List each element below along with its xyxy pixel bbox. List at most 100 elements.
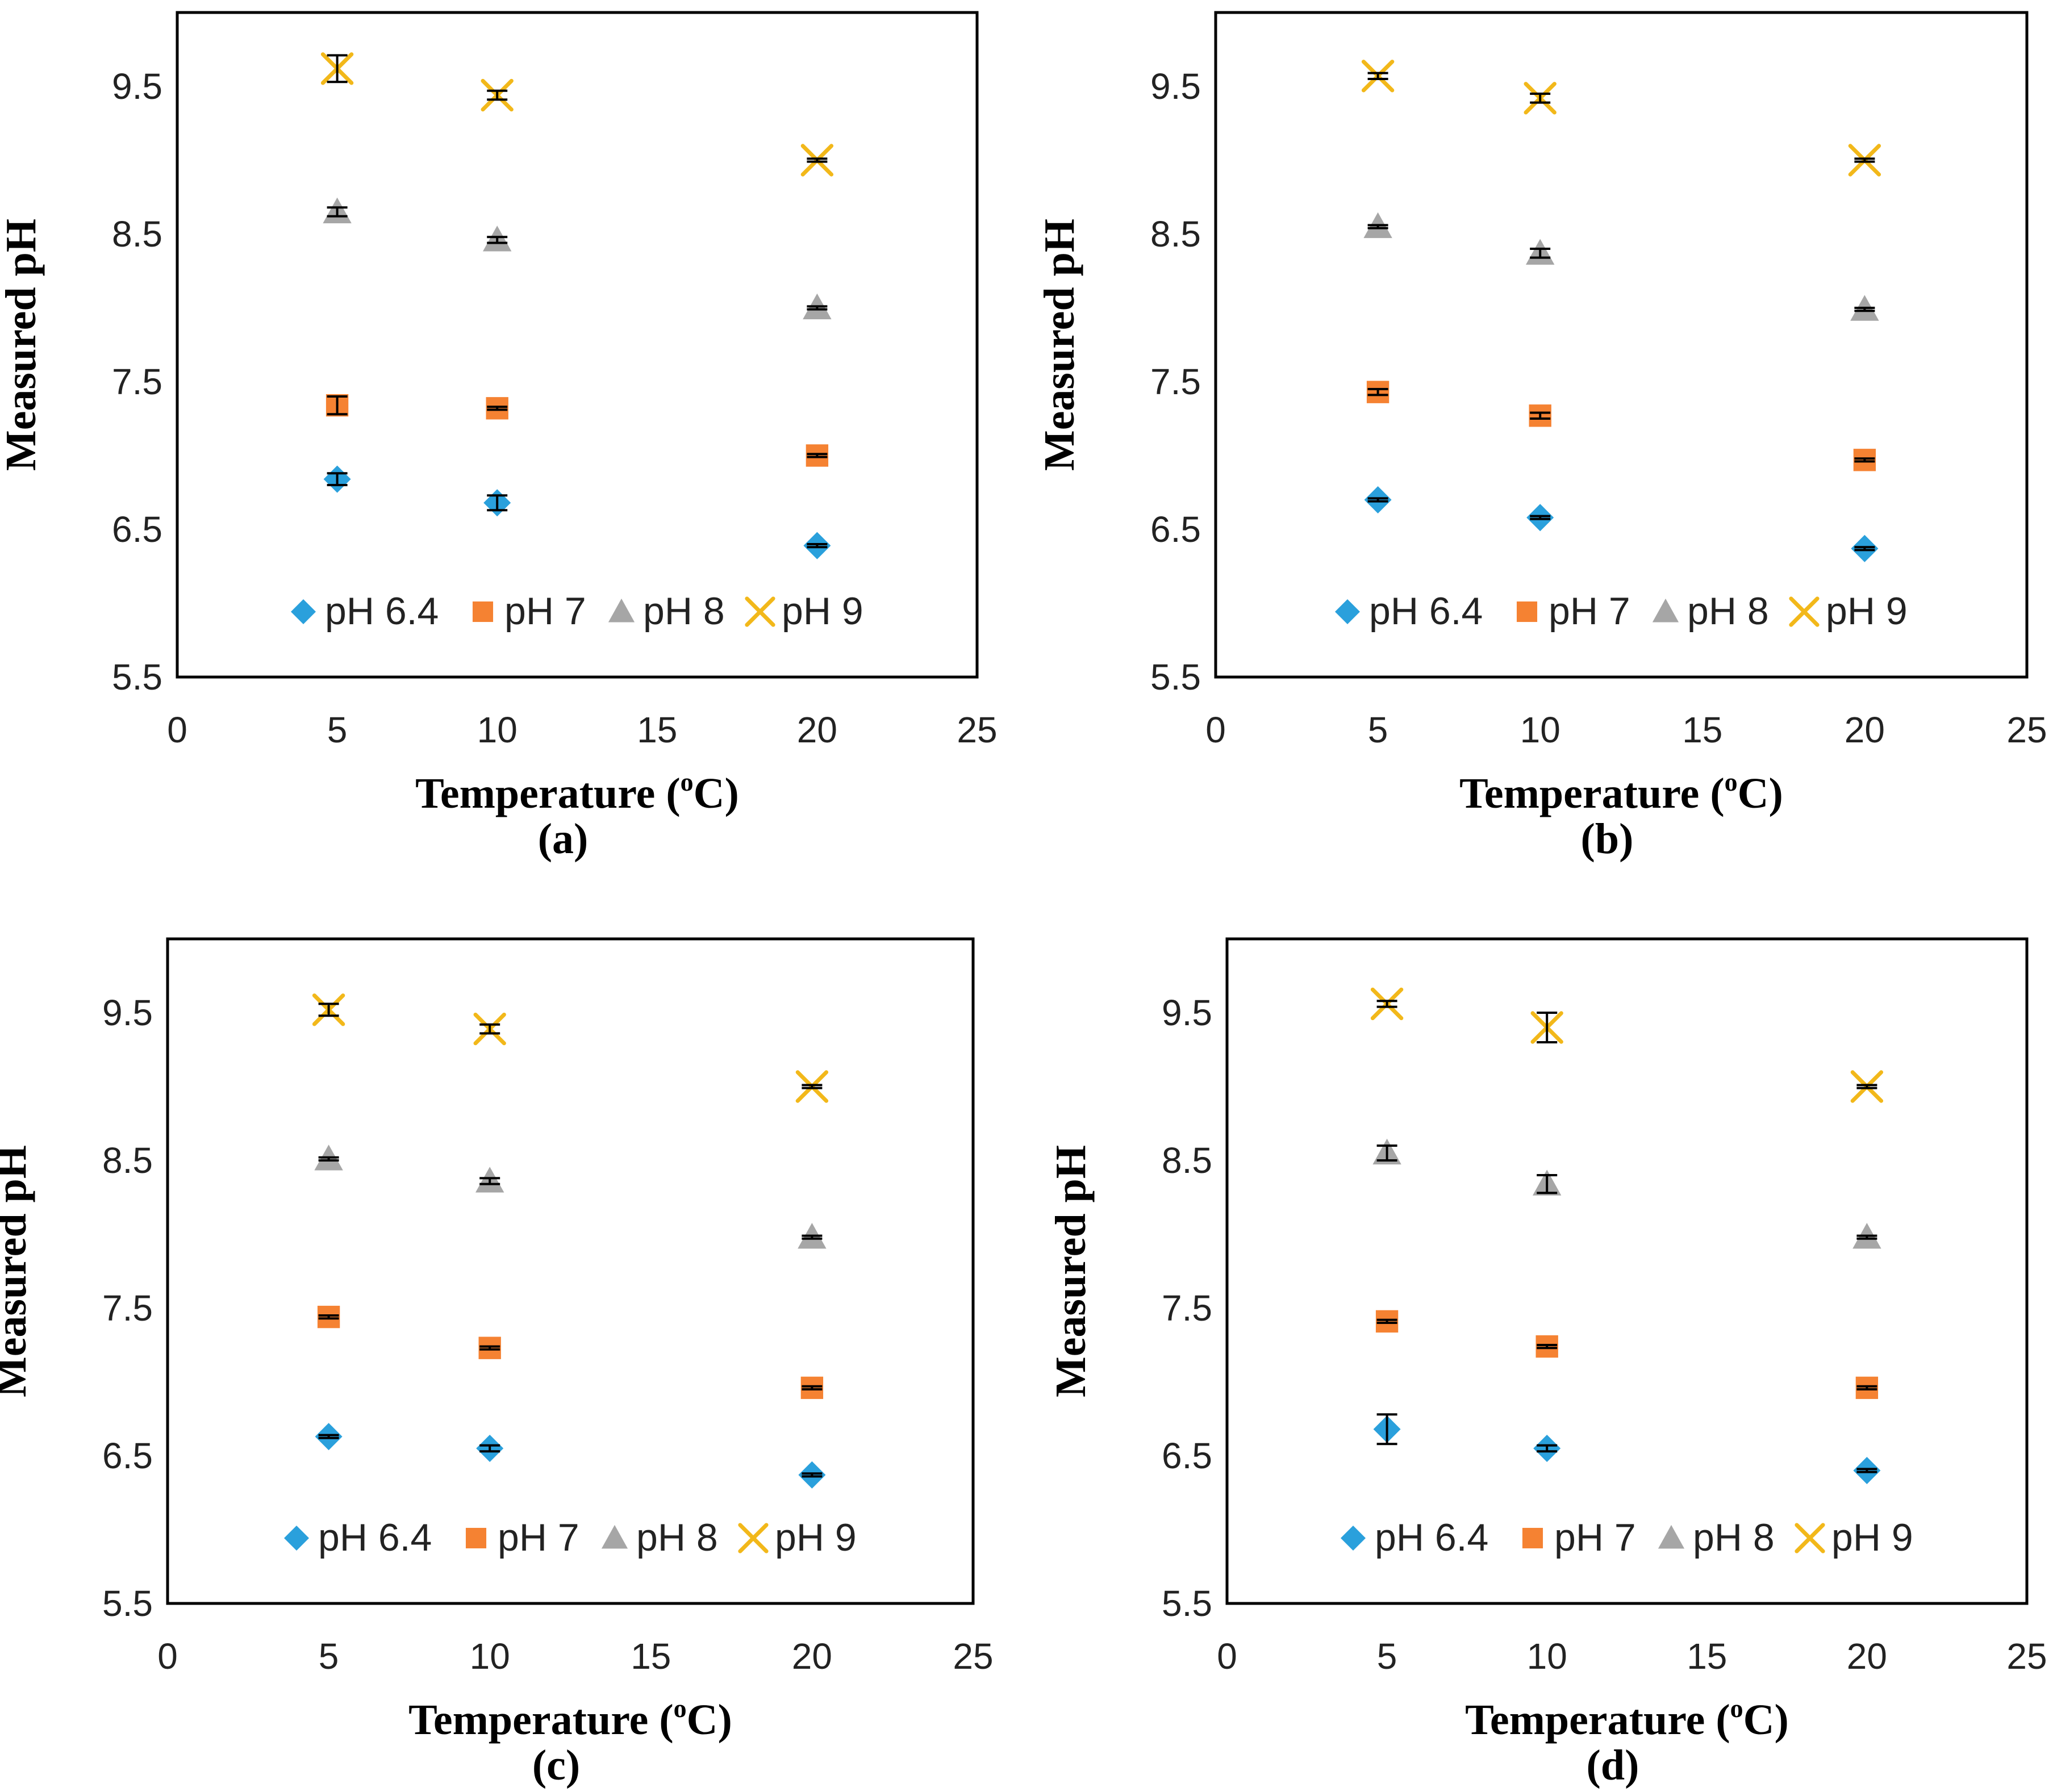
error-bar <box>1530 93 1551 104</box>
error-bar <box>1376 1000 1397 1008</box>
series-ph-9 <box>320 52 834 177</box>
error-bar <box>1376 1144 1397 1162</box>
legend-marker <box>1658 1524 1685 1549</box>
legend-label: pH 6.4 <box>1369 590 1483 633</box>
legend-item: pH 6.4 <box>1335 590 1483 633</box>
plot-area-frame <box>1214 11 2029 679</box>
y-tick-label: 9.5 <box>102 992 153 1033</box>
legend-item: pH 6.4 <box>284 1516 432 1559</box>
y-axis-label: Measured pH <box>1036 219 1083 471</box>
legend-marker <box>738 1523 769 1553</box>
x-axis-label: Temperature (oC) <box>415 767 739 817</box>
legend-marker <box>745 596 775 627</box>
error-bar <box>487 236 508 244</box>
y-tick-label: 5.5 <box>112 657 162 697</box>
y-tick-label: 6.5 <box>1162 1435 1212 1476</box>
panel-label: (d) <box>1587 1741 1639 1789</box>
y-tick-label: 6.5 <box>102 1435 153 1476</box>
x-tick-label: 15 <box>631 1636 671 1677</box>
error-bar <box>802 1385 823 1390</box>
legend-item: pH 9 <box>1795 1516 1913 1559</box>
error-bar <box>802 1472 823 1478</box>
error-bar <box>1856 1234 1877 1240</box>
chart-panel-a: 5.5 6.5 7.5 8.5 9.5 0 5 10 15 20 25 Temperature (oC… <box>0 11 998 863</box>
legend-label: pH 9 <box>1831 1516 1913 1559</box>
chart-panel-c: 5.5 6.5 7.5 8.5 9.5 0 5 10 15 20 25 Temperature (oC… <box>0 937 994 1789</box>
x-tick-label: 0 <box>157 1636 178 1677</box>
series-ph-9 <box>1370 987 1884 1103</box>
legend-marker <box>1522 1527 1543 1549</box>
error-bar <box>1530 248 1551 259</box>
legend-item: pH 7 <box>1522 1516 1636 1559</box>
x-axis-label: Temperature (oC) <box>1465 1694 1789 1744</box>
series-ph-9 <box>312 993 829 1103</box>
error-bar <box>1376 1318 1397 1324</box>
legend-label: pH 8 <box>636 1516 718 1559</box>
legend-item: pH 8 <box>1658 1516 1775 1559</box>
error-bar <box>487 89 508 101</box>
plot-area-frame <box>176 11 979 679</box>
x-tick-label: 20 <box>797 709 837 750</box>
legend-label: pH 7 <box>1554 1516 1636 1559</box>
x-tick-label: 25 <box>2006 709 2047 750</box>
y-tick-label: 9.5 <box>112 66 162 107</box>
legend-item: pH 6.4 <box>291 590 439 633</box>
legend-item: pH 9 <box>738 1516 857 1559</box>
x-tick-label: 10 <box>1527 1636 1567 1677</box>
legend-marker <box>472 601 494 623</box>
series-ph-9 <box>1361 60 1881 177</box>
x-tick-label: 20 <box>1845 709 1885 750</box>
error-bar <box>1530 515 1551 520</box>
panel-label: (c) <box>532 1741 580 1789</box>
legend-label: pH 7 <box>1549 590 1630 633</box>
y-tick-label: 6.5 <box>1150 509 1201 550</box>
y-tick-label: 7.5 <box>1150 361 1201 402</box>
x-tick-label: 25 <box>2006 1636 2047 1677</box>
y-tick-label: 7.5 <box>102 1288 153 1329</box>
legend-marker <box>608 598 635 623</box>
legend-item: pH 8 <box>1652 590 1769 633</box>
legend-marker <box>1516 601 1538 623</box>
error-bar <box>1537 1444 1558 1453</box>
legend-label: pH 9 <box>775 1516 857 1559</box>
error-bar <box>1367 72 1388 80</box>
error-bar <box>1854 307 1875 312</box>
series-ph-8 <box>1372 1138 1881 1249</box>
series-ph-7 <box>1375 1310 1879 1400</box>
x-tick-label: 15 <box>637 709 677 750</box>
panel-label: (a) <box>538 815 589 863</box>
error-bar <box>479 1444 500 1453</box>
legend-label: pH 7 <box>504 590 586 633</box>
legend-item: pH 6.4 <box>1341 1516 1488 1559</box>
legend: pH 6.4 pH 7 pH 8 pH 9 <box>1335 590 1908 633</box>
error-bar <box>1854 457 1875 463</box>
series-ph-6-4 <box>1364 486 1879 562</box>
error-bar <box>1537 1174 1558 1194</box>
y-tick-label: 5.5 <box>1150 657 1201 697</box>
legend-marker <box>1341 1526 1366 1551</box>
legend-label: pH 6.4 <box>325 590 439 633</box>
x-tick-label: 10 <box>1520 709 1560 750</box>
error-bar <box>1537 1344 1558 1350</box>
y-tick-label: 8.5 <box>1150 214 1201 254</box>
series-ph-8 <box>1363 212 1879 321</box>
error-bar <box>1856 1468 1877 1473</box>
error-bar <box>487 406 508 411</box>
legend-label: pH 7 <box>498 1516 579 1559</box>
error-bar <box>479 1023 500 1035</box>
legend-item: pH 9 <box>745 590 863 633</box>
legend-marker <box>601 1524 628 1549</box>
y-tick-label: 8.5 <box>102 1140 153 1181</box>
chart-panel-b: 5.5 6.5 7.5 8.5 9.5 0 5 10 15 20 25 Temperature (oC… <box>1036 11 2047 863</box>
error-bar <box>1537 1012 1558 1043</box>
error-bar <box>1854 157 1875 163</box>
series-ph-7 <box>1366 381 1876 471</box>
legend-marker <box>1335 599 1360 624</box>
legend-item: pH 7 <box>465 1516 579 1559</box>
error-bar <box>807 305 828 311</box>
x-tick-label: 5 <box>1377 1636 1397 1677</box>
error-bar <box>807 453 828 458</box>
error-bar <box>1530 411 1551 420</box>
legend: pH 6.4 pH 7 pH 8 pH 9 <box>291 590 863 633</box>
